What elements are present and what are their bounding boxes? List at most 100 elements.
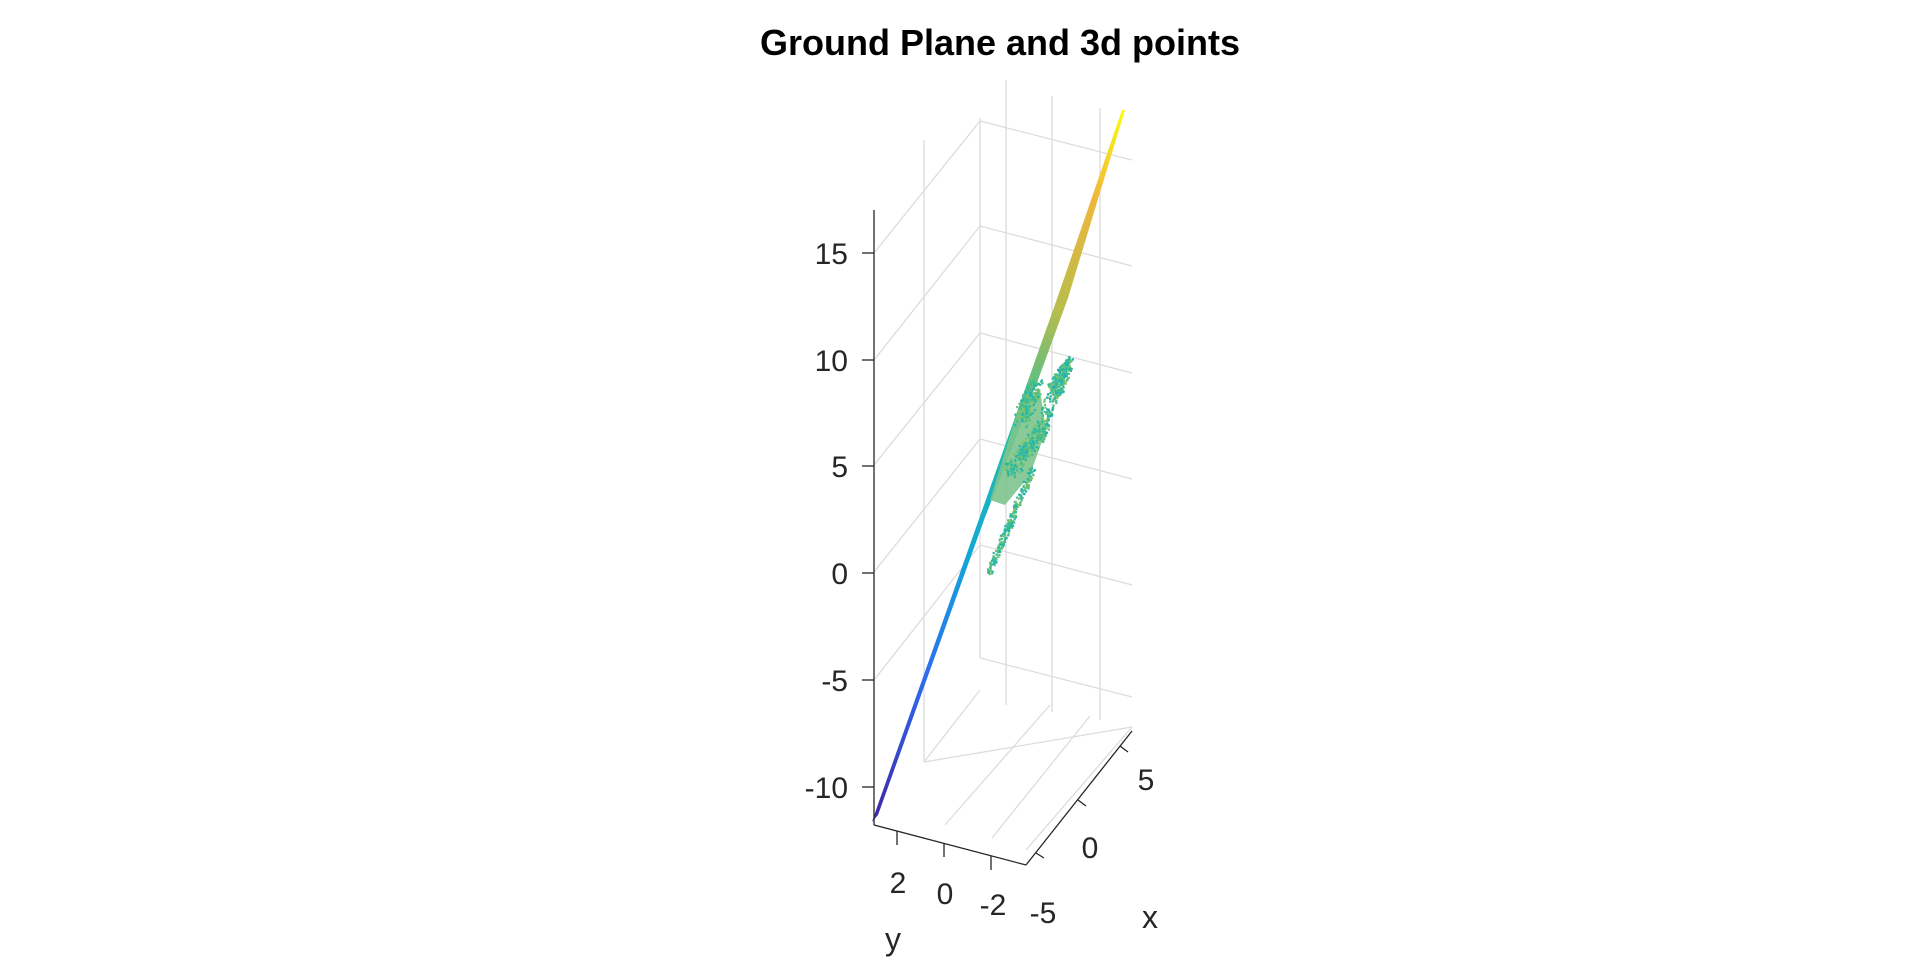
point-mark (1008, 527, 1011, 530)
point-mark (1026, 472, 1029, 475)
point-mark (1052, 398, 1055, 401)
x-tick-marks (1035, 745, 1129, 859)
point-mark (1021, 491, 1024, 494)
point-mark (1067, 366, 1070, 369)
point-mark (1004, 527, 1007, 530)
point-mark (1033, 424, 1036, 427)
point-mark (1018, 445, 1021, 448)
point-mark (1053, 373, 1056, 376)
point-mark (1020, 402, 1023, 405)
point-mark (1010, 463, 1013, 466)
point-mark (1028, 471, 1031, 474)
point-mark (1022, 486, 1025, 489)
point-mark (1018, 412, 1022, 415)
point-mark (1016, 450, 1019, 453)
point-mark (1061, 367, 1064, 370)
point-mark (1062, 386, 1065, 389)
point-mark (989, 570, 992, 573)
point-mark (1019, 503, 1022, 506)
point-mark (1014, 455, 1018, 458)
point-mark (1019, 467, 1023, 470)
point-mark (999, 538, 1002, 541)
point-mark (1012, 453, 1015, 456)
point-mark (1036, 441, 1039, 444)
point-mark (1019, 471, 1022, 474)
point-mark (1028, 386, 1031, 389)
point-mark (1037, 390, 1040, 393)
point-mark (1046, 418, 1049, 421)
point-mark (1037, 382, 1040, 386)
point-mark (1027, 414, 1030, 417)
point-mark (1037, 393, 1040, 396)
point-mark (1030, 443, 1033, 446)
point-mark (1031, 443, 1034, 446)
point-mark (1047, 385, 1051, 388)
point-mark (1013, 468, 1016, 471)
point-mark (1026, 486, 1029, 489)
point-mark (1014, 516, 1018, 519)
point-mark (1046, 425, 1050, 428)
point-mark (1022, 445, 1025, 448)
point-mark (1030, 437, 1033, 440)
point-mark (1026, 399, 1029, 402)
point-mark (1048, 412, 1051, 415)
point-mark (1065, 363, 1069, 366)
point-mark (1031, 429, 1035, 432)
point-mark (1020, 455, 1023, 459)
point-mark (1020, 414, 1023, 417)
point-mark (1011, 515, 1014, 518)
point-mark (1000, 534, 1003, 537)
point-mark (1006, 470, 1010, 474)
point-mark (1038, 428, 1041, 431)
point-mark (1037, 425, 1041, 428)
point-mark (995, 553, 998, 556)
point-mark (1032, 474, 1035, 477)
point-mark (1011, 513, 1014, 516)
point-mark (1006, 473, 1010, 476)
point-mark (1022, 440, 1025, 443)
point-mark (1027, 455, 1031, 458)
point-mark (1043, 438, 1046, 441)
point-mark (1033, 450, 1036, 453)
point-mark (1032, 447, 1035, 450)
point-mark (1038, 430, 1041, 433)
point-mark (1018, 493, 1021, 496)
point-mark (1020, 489, 1023, 492)
point-mark (1038, 433, 1041, 436)
point-mark (1059, 380, 1062, 383)
point-mark (1025, 451, 1028, 454)
point-mark (1022, 412, 1025, 415)
point-mark (1042, 435, 1045, 438)
point-mark (1057, 379, 1060, 382)
point-mark (1022, 492, 1026, 496)
point-mark (1043, 428, 1046, 431)
point-mark (1026, 409, 1029, 412)
point-mark (1021, 420, 1024, 423)
point-mark (1034, 389, 1037, 392)
point-mark (1033, 427, 1036, 430)
point-mark (1022, 457, 1025, 460)
point-mark (1064, 362, 1067, 365)
point-mark (1041, 417, 1044, 420)
point-mark (1032, 387, 1035, 390)
point-mark (1027, 436, 1030, 439)
point-mark (1058, 374, 1061, 377)
point-mark (1027, 416, 1030, 419)
point-mark (998, 543, 1001, 546)
point-mark (1045, 431, 1049, 434)
point-mark (1033, 469, 1037, 472)
point-mark (1060, 371, 1063, 374)
point-mark (1046, 411, 1049, 414)
point-mark (1010, 468, 1013, 471)
point-mark (1044, 431, 1047, 435)
point-mark (1021, 452, 1024, 455)
point-mark (1057, 377, 1060, 380)
point-mark (1036, 424, 1039, 427)
point-mark (1033, 398, 1037, 402)
point-mark (1029, 441, 1032, 444)
point-mark (1063, 370, 1066, 373)
point-mark (989, 566, 992, 569)
point-mark (1046, 413, 1049, 416)
point-mark (992, 555, 995, 558)
